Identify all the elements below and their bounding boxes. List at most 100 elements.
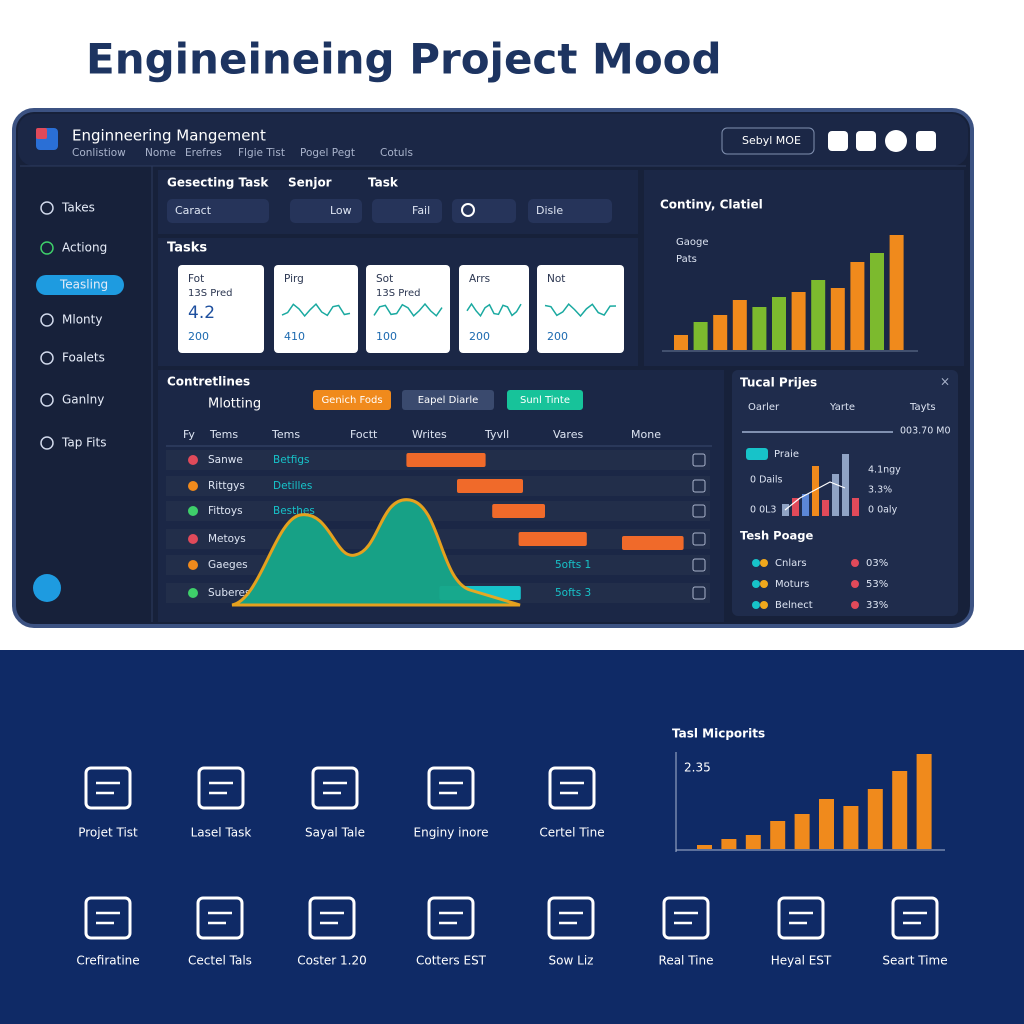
home-button[interactable] xyxy=(33,574,61,602)
trend-bar xyxy=(752,307,767,350)
icon[interactable] xyxy=(777,896,825,940)
list-dot xyxy=(752,580,760,588)
edit-icon[interactable] xyxy=(692,532,706,546)
edit-icon[interactable] xyxy=(692,504,706,518)
icon-label: Projet Tist xyxy=(78,826,138,840)
icon-label: Cectel Tals xyxy=(188,954,252,968)
bottom-bar xyxy=(819,799,834,849)
account-box[interactable] xyxy=(721,127,815,155)
header-icon[interactable] xyxy=(828,131,848,151)
task-card[interactable] xyxy=(178,265,264,353)
page-title: Engineineing Project Mood xyxy=(86,35,722,84)
filter-value: Low xyxy=(330,204,352,217)
sidebar-item[interactable]: Teasling xyxy=(59,278,108,292)
task-card[interactable] xyxy=(537,265,624,353)
filter-value: Disle xyxy=(536,204,563,217)
card-foot: 200 xyxy=(469,330,490,343)
icon-label: Heyal EST xyxy=(771,954,832,968)
timeline-row[interactable] xyxy=(166,501,710,521)
edit-icon[interactable] xyxy=(692,558,706,572)
list-name: Cnlars xyxy=(775,558,807,569)
sparkline xyxy=(373,302,443,317)
app-logo-accent xyxy=(36,128,47,139)
list-dot xyxy=(752,601,760,609)
nav-link: Flgie Tist xyxy=(238,147,285,159)
filter-control[interactable] xyxy=(528,199,612,223)
icon[interactable] xyxy=(427,896,475,940)
filter-control[interactable] xyxy=(290,199,362,223)
timeline-title: Contretlines xyxy=(167,375,250,389)
sidebar-icon xyxy=(40,313,54,327)
timeline-row[interactable] xyxy=(166,476,710,496)
icon[interactable] xyxy=(548,766,596,810)
sidebar-item[interactable]: Mlonty xyxy=(62,313,102,327)
trend-bar xyxy=(772,297,786,350)
search-icon xyxy=(461,203,475,217)
task-card[interactable] xyxy=(459,265,529,353)
bottom-bar xyxy=(892,771,908,849)
filter-control[interactable] xyxy=(372,199,442,223)
filter-value: Caract xyxy=(175,204,212,217)
gantt-bar xyxy=(518,532,587,546)
column-header: Tyvll xyxy=(484,428,509,441)
task-card[interactable] xyxy=(274,265,358,353)
mini-bar xyxy=(802,494,809,516)
card-foot: 100 xyxy=(376,330,397,343)
close-button[interactable]: × xyxy=(940,375,950,389)
icon[interactable] xyxy=(311,766,359,810)
card-sub: 13S Pred xyxy=(376,288,421,299)
summary-column: Oarler xyxy=(748,402,780,413)
sidebar-item[interactable]: Takes xyxy=(61,201,95,215)
icon[interactable] xyxy=(196,896,244,940)
card-label: Sot xyxy=(376,273,393,285)
icon[interactable] xyxy=(547,896,595,940)
header-icon[interactable] xyxy=(885,130,907,152)
mini-bar xyxy=(832,474,839,516)
sidebar-item[interactable]: Foalets xyxy=(62,351,105,365)
filter-label: Gesecting Task xyxy=(167,176,269,190)
timeline-button[interactable] xyxy=(507,390,583,410)
card-label: Not xyxy=(547,273,565,285)
sidebar-item[interactable]: Ganlny xyxy=(62,393,104,407)
sidebar-icon xyxy=(40,436,54,450)
icon[interactable] xyxy=(84,896,132,940)
summary-column: Yarte xyxy=(829,402,855,413)
column-header: Foctt xyxy=(350,428,378,441)
icon[interactable] xyxy=(84,766,132,810)
row-detail: Betfigs xyxy=(273,454,310,466)
filter-control[interactable] xyxy=(167,199,269,223)
legend-entry: Gaoge xyxy=(676,237,709,248)
row-name: Suberes xyxy=(208,587,250,599)
icon[interactable] xyxy=(662,896,710,940)
header-icon[interactable] xyxy=(916,131,936,151)
trend-bar xyxy=(674,335,688,350)
nav-link: Erefres xyxy=(185,147,222,159)
timeline-subtitle: Mlotting xyxy=(208,397,261,412)
icon[interactable] xyxy=(197,766,245,810)
edit-icon[interactable] xyxy=(692,586,706,600)
icon-label: Real Tine xyxy=(659,954,714,968)
row-status xyxy=(188,588,198,598)
icon[interactable] xyxy=(427,766,475,810)
sparkline xyxy=(466,302,522,318)
list-value: 03% xyxy=(866,558,888,569)
icon[interactable] xyxy=(308,896,356,940)
row-name: Metoys xyxy=(208,533,246,545)
icon[interactable] xyxy=(891,896,939,940)
row-name: Rittgys xyxy=(208,480,245,492)
active-pill[interactable] xyxy=(36,275,124,295)
mini-bar xyxy=(822,500,829,516)
edit-icon[interactable] xyxy=(692,453,706,467)
edit-icon[interactable] xyxy=(692,479,706,493)
timeline-button[interactable] xyxy=(313,390,391,410)
sidebar-item[interactable]: Tap Fits xyxy=(61,436,106,450)
list-name: Belnect xyxy=(775,600,813,611)
filter-label: Senjor xyxy=(288,176,332,190)
sidebar-item[interactable]: Actiong xyxy=(62,241,107,255)
timeline-button[interactable] xyxy=(402,390,494,410)
header-icon[interactable] xyxy=(856,131,876,151)
card-value: 4.2 xyxy=(188,303,215,323)
icon-label: Sow Liz xyxy=(549,954,594,968)
sparkline xyxy=(544,303,617,318)
